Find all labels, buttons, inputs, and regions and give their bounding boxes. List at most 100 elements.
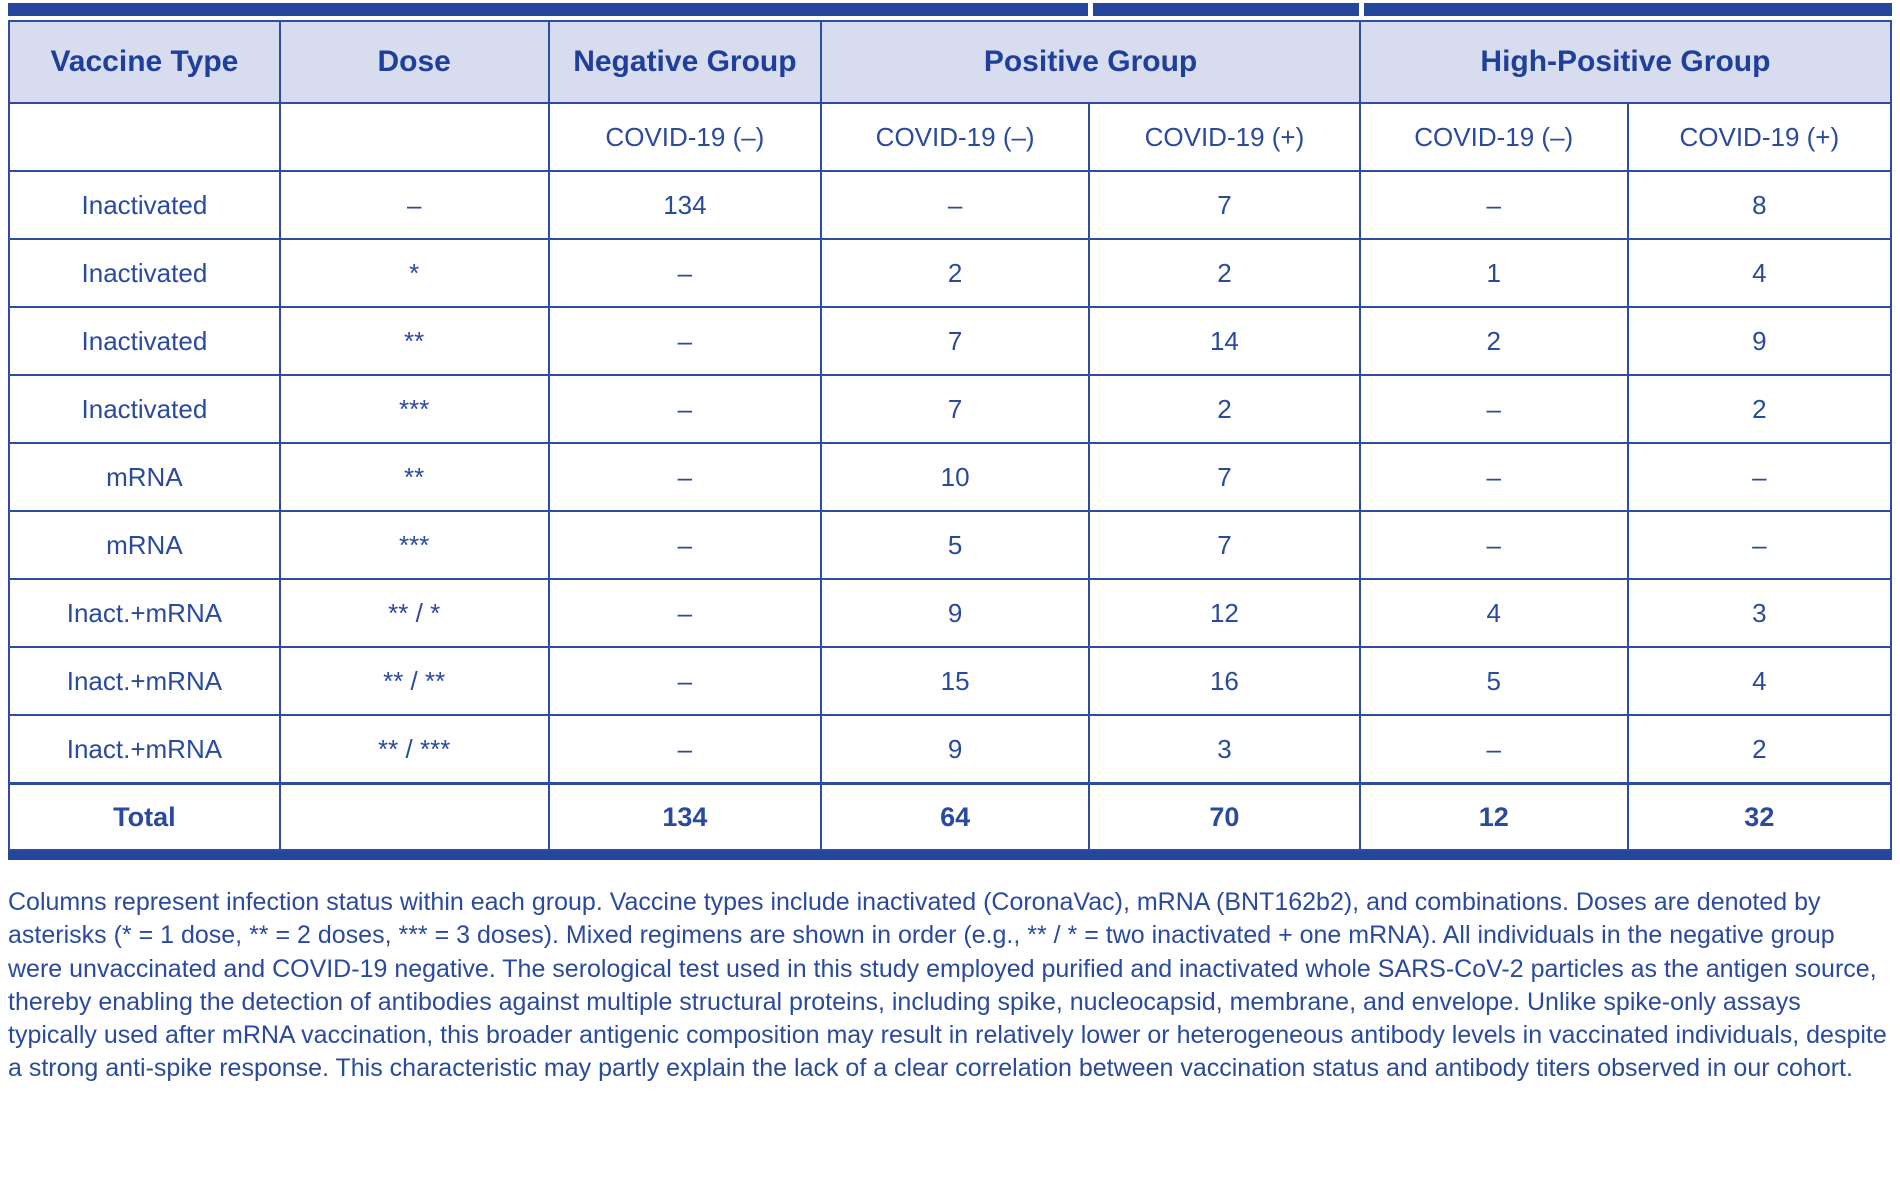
cell-vaccine-type: Inact.+mRNA [8, 578, 281, 648]
cell-value: 10 [820, 442, 1091, 512]
cell-dose: *** [278, 374, 550, 444]
table-row: Inact.+mRNA ** / * – 9 12 4 3 [8, 578, 1893, 648]
top-border-gap [1358, 3, 1364, 16]
cell-value: 12 [1088, 578, 1361, 648]
cell-value: 7 [1088, 510, 1361, 580]
cell-value: 9 [1626, 306, 1893, 376]
cell-value: 7 [1088, 170, 1361, 240]
subheader-empty-cell [8, 102, 281, 172]
cell-value: 4 [1626, 238, 1893, 308]
cell-value: – [1358, 374, 1629, 444]
table-row: Inact.+mRNA ** / ** – 15 16 5 4 [8, 646, 1893, 716]
total-empty-cell [278, 782, 550, 851]
cell-value: 9 [820, 714, 1091, 785]
cell-value: 2 [1358, 306, 1629, 376]
cell-dose: – [278, 170, 550, 240]
cell-value: – [547, 578, 823, 648]
total-value: 12 [1358, 782, 1629, 851]
cell-value: 2 [1088, 238, 1361, 308]
table-footnote: Columns represent infection status withi… [8, 888, 1887, 1083]
cell-value: – [1358, 170, 1629, 240]
cell-value: 5 [1358, 646, 1629, 716]
cell-vaccine-type: Inact.+mRNA [8, 714, 281, 785]
cell-value: 134 [547, 170, 823, 240]
cell-dose: ** [278, 442, 550, 512]
header-vaccine-type: Vaccine Type [8, 20, 281, 104]
cell-value: – [547, 714, 823, 785]
table-row: Inactivated ** – 7 14 2 9 [8, 306, 1893, 376]
cell-vaccine-type: mRNA [8, 510, 281, 580]
subheader-covid-negative: COVID-19 (–) [547, 102, 823, 172]
cell-value: – [547, 646, 823, 716]
total-value: 134 [547, 782, 823, 851]
header-dose: Dose [278, 20, 550, 104]
cell-dose: * [278, 238, 550, 308]
subheader-covid-negative: COVID-19 (–) [1358, 102, 1629, 172]
cell-dose: *** [278, 510, 550, 580]
cell-value: 2 [820, 238, 1091, 308]
table-row: mRNA *** – 5 7 – – [8, 510, 1893, 580]
cell-dose: ** [278, 306, 550, 376]
group-header-row: Vaccine Type Dose Negative Group Positiv… [8, 20, 1893, 104]
cell-vaccine-type: Inactivated [8, 374, 281, 444]
table-top-border [8, 3, 1892, 16]
cell-value: 2 [1088, 374, 1361, 444]
top-border-gap [1087, 3, 1093, 16]
cell-vaccine-type: mRNA [8, 442, 281, 512]
total-value: 70 [1088, 782, 1361, 851]
cell-dose: ** / ** [278, 646, 550, 716]
subheader-row: COVID-19 (–) COVID-19 (–) COVID-19 (+) C… [8, 102, 1893, 172]
cell-value: 14 [1088, 306, 1361, 376]
cell-value: – [1358, 442, 1629, 512]
total-value: 64 [820, 782, 1091, 851]
cell-dose: ** / *** [278, 714, 550, 785]
header-positive-group: Positive Group [820, 20, 1361, 104]
table-row: Inact.+mRNA ** / *** – 9 3 – 2 [8, 714, 1893, 785]
subheader-covid-positive: COVID-19 (+) [1088, 102, 1361, 172]
cell-value: 15 [820, 646, 1091, 716]
cell-value: – [547, 510, 823, 580]
cell-vaccine-type: Inactivated [8, 170, 281, 240]
subheader-covid-negative: COVID-19 (–) [820, 102, 1091, 172]
cell-value: 3 [1088, 714, 1361, 785]
cell-value: 8 [1626, 170, 1893, 240]
total-row: Total 134 64 70 12 32 [8, 782, 1893, 851]
table-row: mRNA ** – 10 7 – – [8, 442, 1893, 512]
cell-value: – [547, 306, 823, 376]
cell-value: 4 [1626, 646, 1893, 716]
vaccine-groups-table: Vaccine Type Dose Negative Group Positiv… [8, 20, 1893, 851]
cell-value: 3 [1626, 578, 1893, 648]
cell-value: 2 [1626, 714, 1893, 785]
cell-value: 7 [1088, 442, 1361, 512]
cell-dose: ** / * [278, 578, 550, 648]
cell-value: 7 [820, 374, 1091, 444]
cell-value: 7 [820, 306, 1091, 376]
header-negative-group: Negative Group [547, 20, 823, 104]
cell-value: – [1626, 510, 1893, 580]
table-bottom-border [8, 851, 1892, 860]
table-row: Inactivated *** – 7 2 – 2 [8, 374, 1893, 444]
cell-value: 9 [820, 578, 1091, 648]
cell-value: – [1358, 714, 1629, 785]
cell-value: – [820, 170, 1091, 240]
cell-value: 5 [820, 510, 1091, 580]
table-row: Inactivated * – 2 2 1 4 [8, 238, 1893, 308]
total-label: Total [8, 782, 281, 851]
cell-value: 4 [1358, 578, 1629, 648]
cell-value: – [547, 442, 823, 512]
cell-value: 16 [1088, 646, 1361, 716]
cell-vaccine-type: Inactivated [8, 238, 281, 308]
cell-value: – [1626, 442, 1893, 512]
cell-value: – [1358, 510, 1629, 580]
subheader-empty-cell [278, 102, 550, 172]
cell-vaccine-type: Inactivated [8, 306, 281, 376]
total-value: 32 [1626, 782, 1893, 851]
cell-value: – [547, 238, 823, 308]
cell-vaccine-type: Inact.+mRNA [8, 646, 281, 716]
cell-value: 1 [1358, 238, 1629, 308]
subheader-covid-positive: COVID-19 (+) [1626, 102, 1893, 172]
header-high-positive-group: High-Positive Group [1358, 20, 1893, 104]
cell-value: – [547, 374, 823, 444]
cell-value: 2 [1626, 374, 1893, 444]
